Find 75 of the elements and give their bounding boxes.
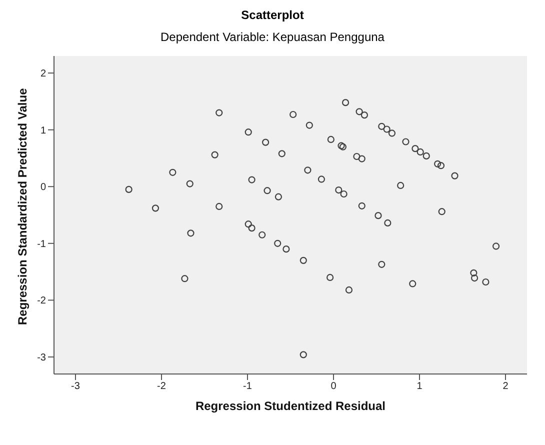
point (374, 212, 382, 220)
chart-title: Scatterplot (240, 8, 305, 24)
x-tick-label: -1 (243, 381, 252, 392)
x-axis-title: Regression Studentized Residual (195, 399, 386, 413)
point (338, 142, 345, 150)
point (438, 208, 446, 216)
point (187, 230, 194, 237)
point (306, 122, 313, 129)
chart-subtitle: Dependent Variable: Kepuasan Pengguna (160, 30, 386, 46)
point (300, 256, 307, 264)
point (422, 152, 430, 160)
point (244, 128, 252, 136)
point (216, 109, 223, 116)
point (262, 138, 270, 146)
point (451, 172, 458, 180)
point (353, 152, 360, 160)
point (248, 224, 256, 232)
point (470, 269, 478, 276)
point (345, 286, 353, 294)
point (360, 112, 368, 119)
point (412, 145, 419, 152)
point (358, 202, 366, 210)
point (290, 110, 297, 118)
point (492, 242, 500, 250)
point (437, 162, 445, 170)
y-tick-label: 2 (40, 68, 46, 80)
point (482, 278, 490, 286)
point (318, 176, 326, 183)
point (258, 231, 266, 238)
x-tick-label: 1 (416, 381, 423, 392)
x-tick-label: -2 (157, 381, 166, 392)
point (335, 186, 342, 194)
point (388, 130, 396, 137)
point (264, 187, 271, 194)
point (274, 193, 282, 200)
point (409, 280, 416, 288)
point (152, 204, 160, 212)
point (356, 108, 363, 116)
y-axis-title: Regression Standardized Predicted Value (15, 88, 30, 325)
point (397, 182, 404, 190)
point (216, 202, 223, 210)
x-tick-label: 2 (502, 381, 509, 392)
y-tick-label: 0 (40, 182, 46, 194)
y-tick-label: -1 (37, 238, 46, 250)
point (327, 136, 334, 144)
point (342, 99, 350, 106)
point (248, 176, 256, 184)
point (304, 166, 312, 174)
point (340, 190, 348, 198)
point (300, 351, 307, 358)
point (326, 274, 334, 282)
point (274, 240, 282, 247)
point (186, 180, 194, 188)
point (125, 186, 132, 193)
y-tick-label: 1 (40, 125, 46, 136)
point (378, 122, 386, 130)
point (470, 274, 478, 282)
x-tick-label: -3 (71, 381, 80, 392)
point (278, 150, 286, 158)
point (384, 219, 392, 226)
point (383, 126, 390, 133)
point (358, 155, 366, 162)
x-tick-label: 0 (330, 381, 337, 392)
point (416, 148, 424, 156)
point (211, 151, 218, 158)
point (244, 220, 252, 228)
y-tick-label: -2 (37, 296, 46, 307)
point (339, 143, 347, 150)
point (378, 260, 386, 268)
point (402, 138, 410, 146)
point (282, 246, 290, 253)
y-tick-label: -3 (37, 352, 46, 364)
point (169, 168, 176, 176)
point (434, 160, 442, 168)
point (181, 275, 188, 282)
